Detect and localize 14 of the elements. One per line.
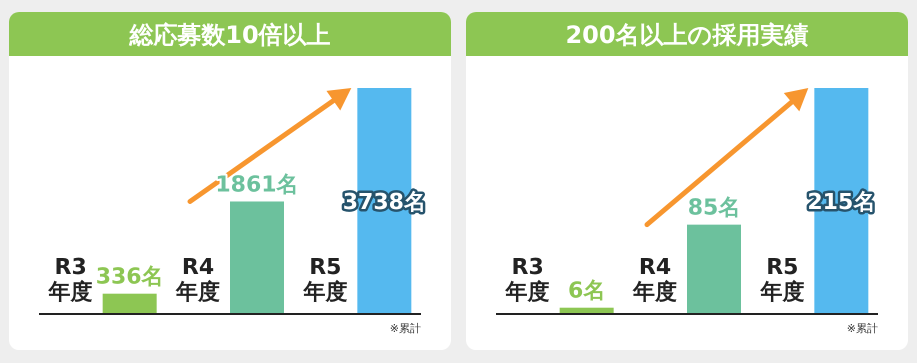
x-tick-label: R3 年度 (504, 255, 550, 305)
x-tick-label: R4 年度 (632, 255, 677, 305)
data-label: 336名 (96, 264, 164, 290)
chart-title: 総応募数10倍以上 (128, 21, 331, 49)
x-tick-label: R3 年度 (48, 255, 93, 305)
data-label: 85名 (688, 196, 740, 221)
data-label: 1861名 (215, 172, 299, 198)
data-label: 6名 (568, 278, 606, 304)
text: ※累計 (390, 322, 421, 335)
text: ※累計 (846, 322, 878, 335)
chart-title: 200名以上の採用実績 (565, 21, 809, 49)
x-tick-label: R4 年度 (175, 255, 220, 305)
x-tick-label: R5 年度 (759, 255, 804, 305)
x-tick-label: R5 年度 (302, 255, 348, 305)
